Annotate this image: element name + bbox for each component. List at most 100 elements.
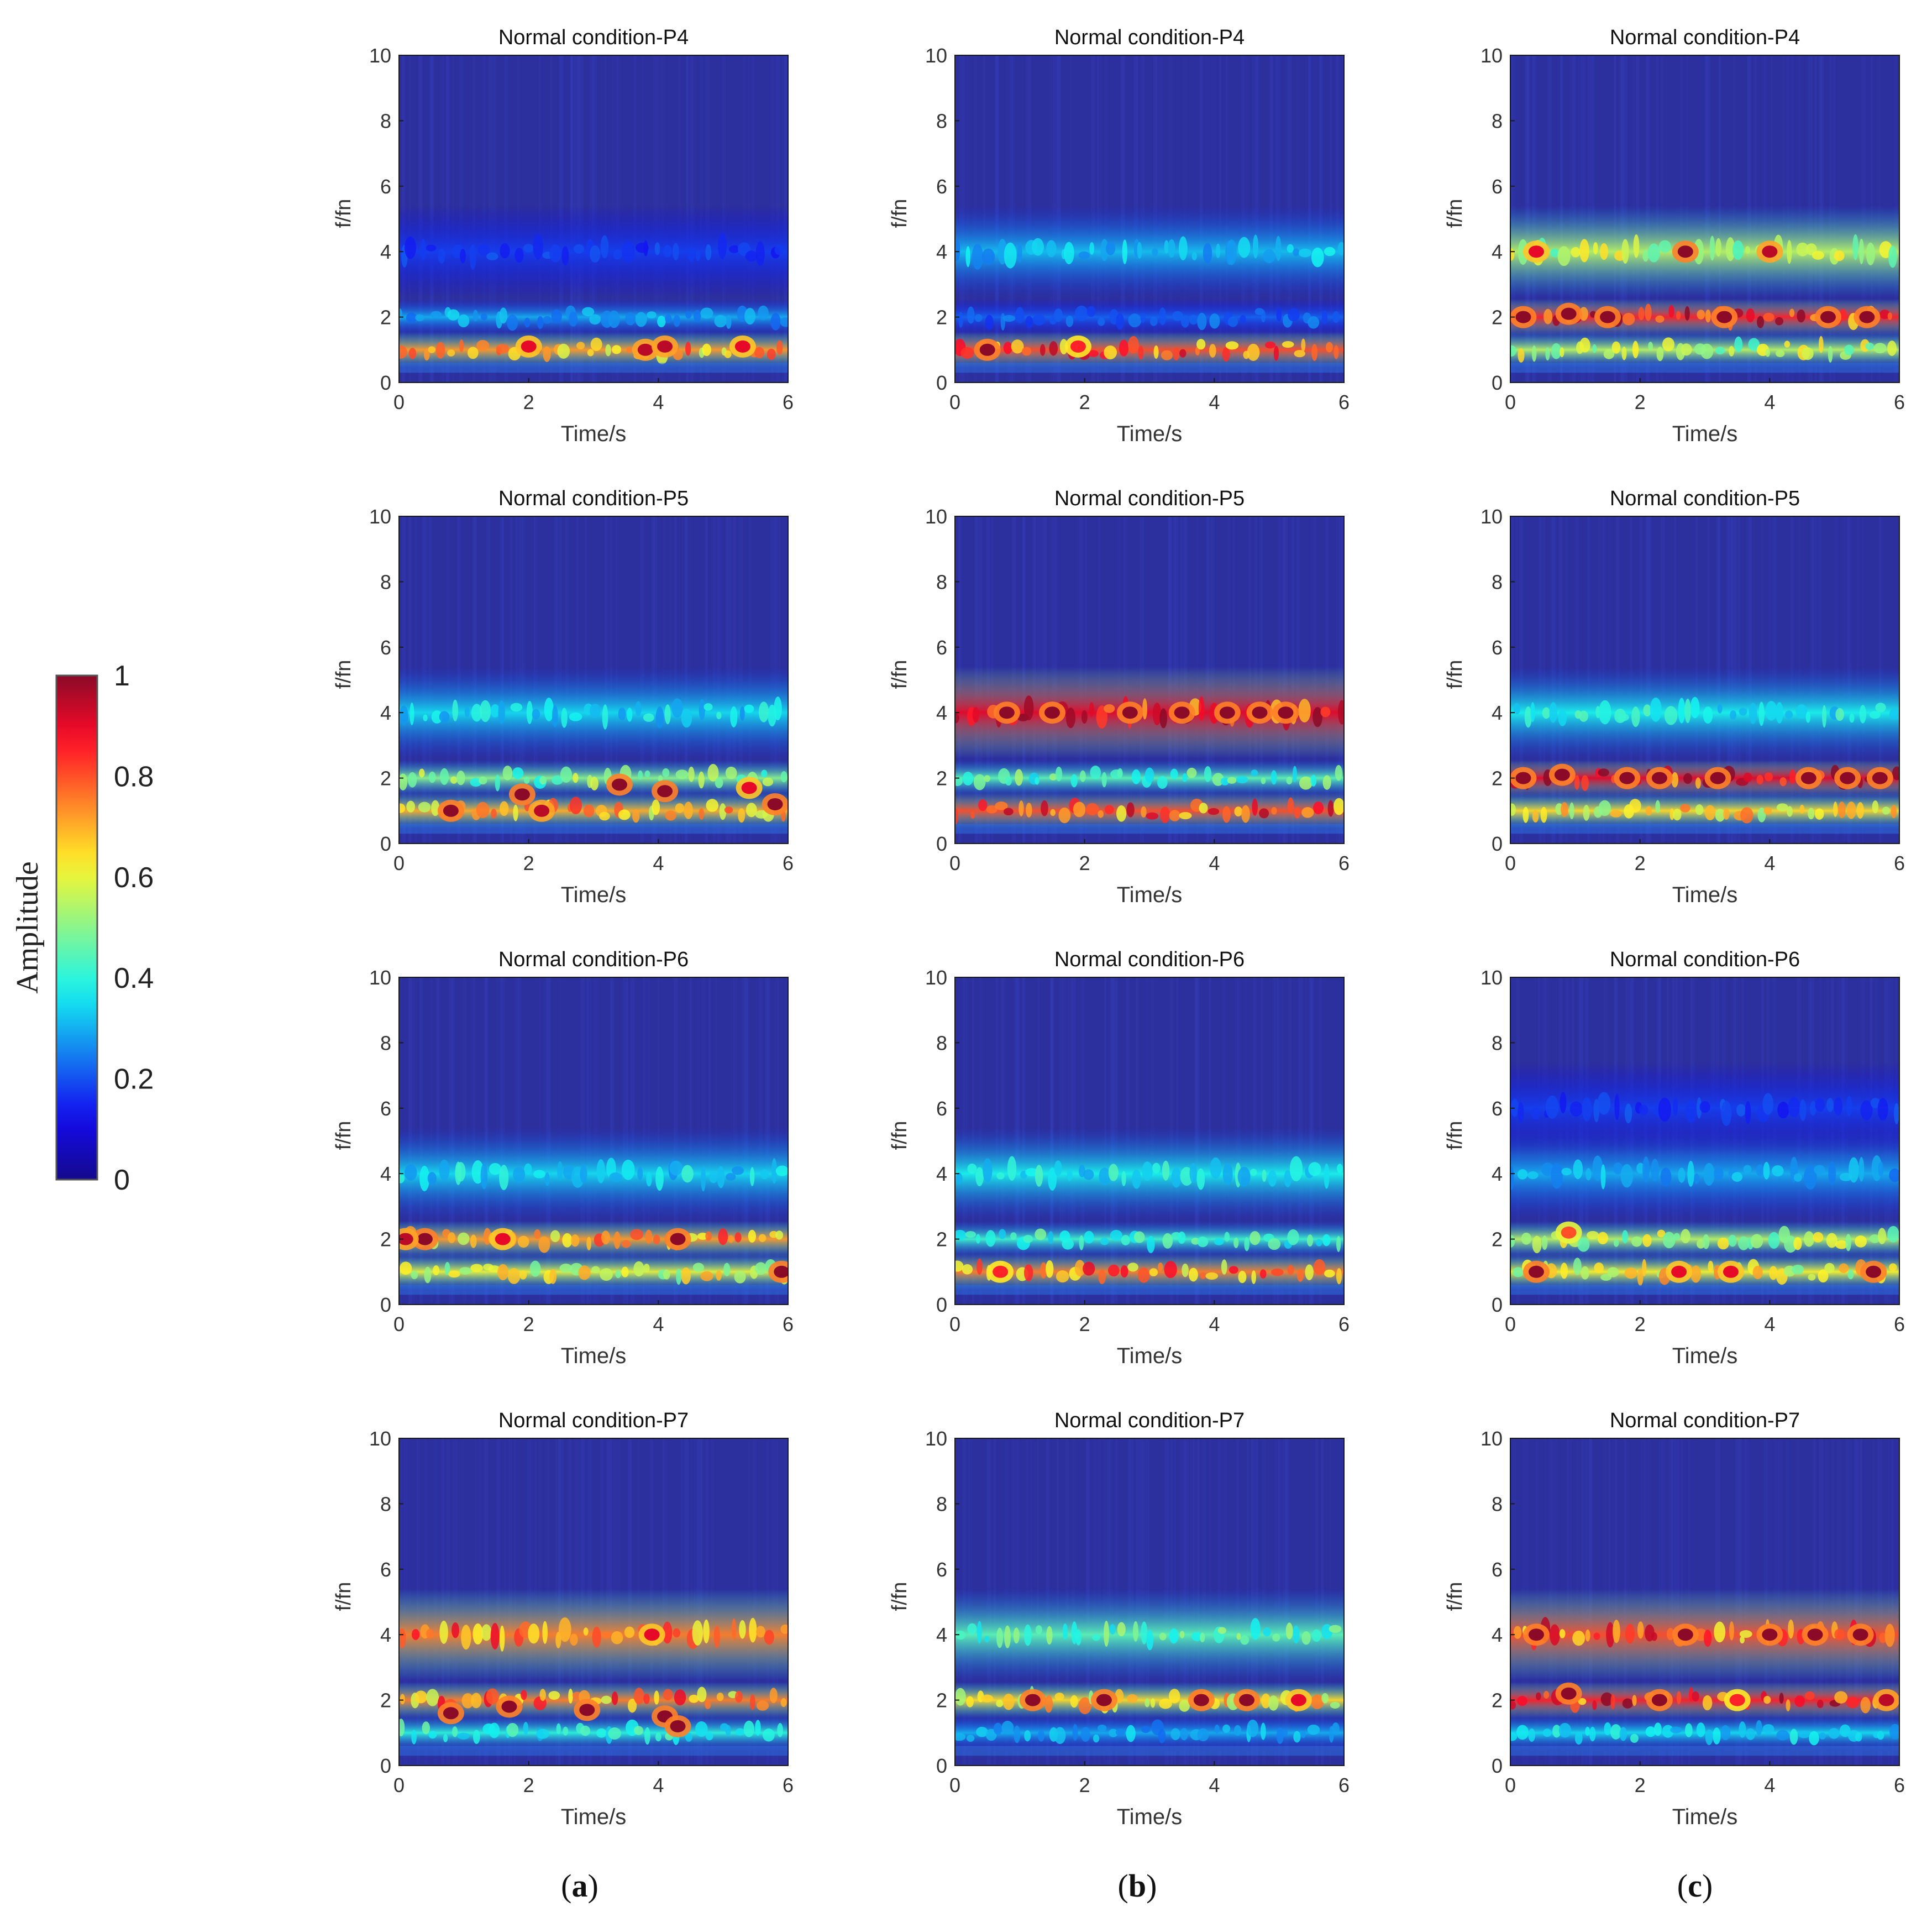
x-tick-label: 0: [949, 852, 960, 874]
band-blob: [985, 1729, 997, 1741]
band-blob: [1058, 807, 1071, 824]
band-blob: [1510, 248, 1515, 261]
band-blob: [1335, 764, 1342, 781]
band-blob: [1637, 1268, 1644, 1286]
band-blob: [1338, 700, 1344, 725]
band-blob: [561, 708, 568, 728]
band-blob: [999, 1229, 1006, 1239]
band-blob: [1578, 1698, 1587, 1705]
band-blob: [958, 312, 963, 328]
band-blob: [1877, 1228, 1887, 1244]
band-blob: [1815, 1098, 1825, 1112]
band-blob: [1146, 1630, 1154, 1651]
band-blob: [1169, 1628, 1179, 1644]
x-tick-label: 6: [783, 852, 794, 874]
band-blob: [1720, 1725, 1731, 1741]
band-blob: [697, 1233, 708, 1240]
band-blob: [1888, 245, 1897, 268]
hotspot: [1866, 1265, 1882, 1278]
band-blob: [1846, 801, 1856, 819]
band-blob: [1221, 1259, 1227, 1275]
band-blob: [1222, 806, 1231, 823]
hotspot: [1852, 1628, 1868, 1641]
band-blob: [1789, 1729, 1798, 1745]
band-blob: [1736, 1104, 1746, 1117]
band-blob: [1251, 1270, 1256, 1284]
band-blob: [1560, 1263, 1568, 1279]
band-blob: [1610, 1694, 1615, 1710]
band-blob: [1271, 806, 1277, 815]
band-blob: [730, 706, 738, 727]
x-tick-label: 2: [1635, 852, 1646, 874]
band-blob: [1146, 812, 1159, 820]
band-blob: [1065, 315, 1074, 327]
hotspot: [1561, 1226, 1577, 1239]
band-blob: [1293, 248, 1300, 256]
y-tick-label: 8: [936, 570, 947, 593]
band-blob: [1252, 798, 1258, 816]
band-blob: [1294, 806, 1300, 819]
scalogram-panel: Normal condition-P7 0 2 4 6 8 10 0 2 4 6 Time/s f/fn: [332, 1409, 794, 1829]
band-blob: [618, 809, 631, 820]
band-blob: [470, 1234, 477, 1248]
band-blob: [1215, 243, 1221, 258]
band-blob: [1157, 776, 1168, 789]
band-blob: [1301, 807, 1314, 818]
band-blob: [1709, 235, 1715, 261]
band-blob: [1083, 1261, 1095, 1276]
band-blob: [692, 1263, 705, 1272]
band-blob: [716, 1270, 722, 1281]
y-axis-label: f/fn: [332, 1121, 355, 1150]
band-blob: [444, 1261, 450, 1275]
hotspot: [1762, 245, 1778, 258]
hotspot: [1716, 311, 1733, 323]
band-blob: [624, 1626, 635, 1638]
x-tick-label: 6: [1338, 852, 1350, 874]
band-blob: [1561, 1167, 1572, 1176]
band-blob: [755, 241, 765, 266]
band-blob: [1023, 1264, 1033, 1281]
band-blob: [1592, 1700, 1597, 1710]
band-blob: [539, 1689, 546, 1701]
x-tick-label: 2: [1079, 391, 1090, 413]
band-blob: [427, 1172, 437, 1185]
y-tick-label: 2: [380, 306, 391, 329]
band-blob: [1025, 1168, 1038, 1177]
band-blob: [1607, 1267, 1619, 1277]
x-tick-label: 2: [1079, 852, 1090, 874]
band-blob: [1775, 317, 1784, 326]
band-blob: [1541, 1162, 1555, 1176]
hotspot: [579, 1704, 595, 1716]
hotspot: [741, 782, 757, 794]
band-blob: [1643, 704, 1651, 717]
band-blob: [612, 345, 622, 354]
band-blob: [1655, 800, 1661, 813]
y-tick-label: 6: [380, 636, 391, 659]
band-blob: [1636, 1162, 1645, 1174]
band-blob: [1794, 1173, 1802, 1182]
band-blob: [549, 244, 561, 263]
band-blob: [452, 699, 459, 722]
band-blob: [450, 776, 458, 784]
band-blob: [1681, 1229, 1691, 1244]
band-blob: [586, 1237, 592, 1250]
plot-area: [1510, 55, 1899, 383]
band-blob: [523, 1721, 529, 1735]
band-blob: [408, 772, 417, 788]
x-tick-label: 0: [393, 391, 405, 413]
band-blob: [576, 342, 585, 350]
band-blob: [428, 771, 436, 783]
plot-frame: [398, 55, 789, 383]
hotspot: [670, 1233, 686, 1245]
band-blob: [975, 1234, 981, 1244]
band-blob: [1078, 1697, 1092, 1715]
band-blob: [600, 1268, 613, 1281]
band-blob: [706, 799, 718, 812]
x-tick-label: 4: [653, 852, 664, 874]
band-blob: [1597, 1232, 1609, 1245]
band-blob: [473, 1730, 480, 1744]
y-tick-label: 0: [936, 371, 947, 394]
band-blob: [1826, 1098, 1834, 1112]
band-blob: [1776, 350, 1785, 357]
y-tick-label: 0: [380, 1754, 391, 1777]
